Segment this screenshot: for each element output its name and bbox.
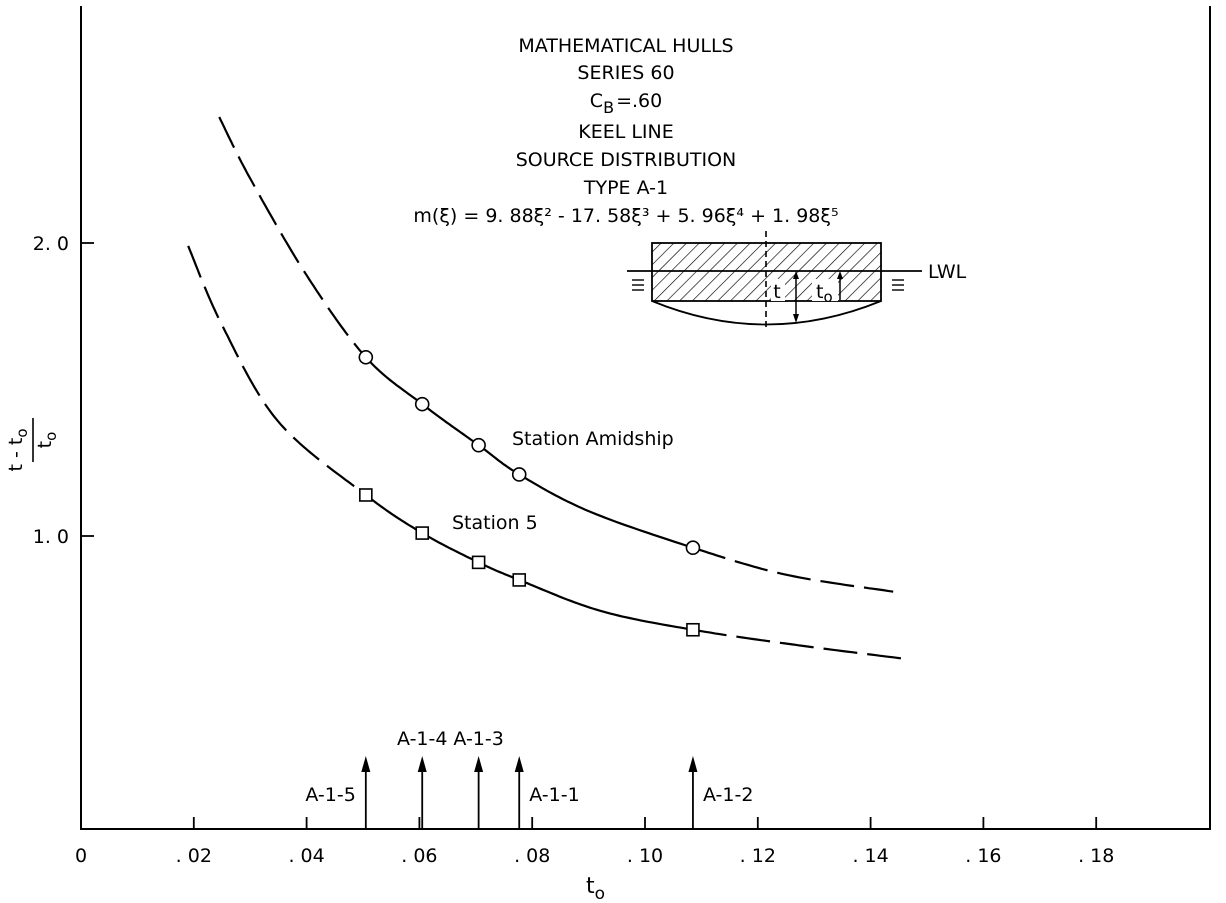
model-arrow-head bbox=[417, 756, 427, 772]
keel-arrow-head bbox=[837, 271, 843, 279]
draft-arrow-head-top bbox=[793, 271, 799, 279]
series-line bbox=[187, 245, 370, 499]
model-arrow-head bbox=[514, 756, 524, 772]
y-axis-ticks: 1. 0 2. 0 bbox=[33, 233, 94, 548]
x-tick-label: . 02 bbox=[176, 845, 212, 867]
series-line bbox=[367, 359, 694, 549]
series-label-station-5: Station 5 bbox=[452, 512, 538, 534]
model-arrow-head bbox=[474, 756, 484, 772]
keel-label-subscript: o bbox=[823, 288, 832, 306]
water-symbol-right bbox=[892, 279, 904, 291]
x-axis-label: to bbox=[586, 874, 605, 903]
model-label: A-1-3 bbox=[453, 728, 503, 750]
data-point bbox=[686, 622, 700, 637]
cb-subscript: B bbox=[603, 98, 614, 117]
cb-symbol: C bbox=[590, 90, 603, 112]
x-tick-label: . 18 bbox=[1078, 845, 1114, 867]
title-line-4: SOURCE DISTRIBUTION bbox=[516, 149, 737, 171]
draft-label: t bbox=[773, 281, 780, 303]
x-tick-label: . 08 bbox=[514, 845, 550, 867]
waterline-label: LWL bbox=[928, 261, 967, 283]
model-label: A-1-5 bbox=[305, 784, 355, 806]
data-point bbox=[415, 526, 430, 540]
series-line bbox=[692, 628, 908, 661]
model-markers: A-1-5 A-1-4 A-1-3 A-1-1 A-1-2 bbox=[305, 728, 753, 829]
keel-label-bg bbox=[812, 279, 838, 301]
keel-label-base: t bbox=[816, 281, 823, 303]
x-axis-label-subscript: o bbox=[595, 884, 605, 903]
draft-label-bg bbox=[771, 279, 785, 301]
title-line-3: KEEL LINE bbox=[578, 121, 674, 143]
y-tick-label: 2. 0 bbox=[33, 233, 69, 255]
x-axis-ticks: 0 . 02 . 04 . 06 . 08 . 10 . 12 . 14 . 16 . 18 bbox=[75, 817, 1114, 867]
data-point bbox=[471, 437, 486, 453]
title-line-1: MATHEMATICAL HULLS bbox=[518, 35, 733, 57]
x-tick-label: 0 bbox=[75, 845, 87, 867]
keel-label: to bbox=[816, 281, 833, 306]
data-point bbox=[471, 555, 486, 570]
draft-arrow-head-bottom bbox=[793, 314, 799, 323]
title-line-5: TYPE A-1 bbox=[583, 177, 668, 199]
model-label: A-1-1 bbox=[529, 784, 579, 806]
y-axis-label: t - to to bbox=[5, 418, 60, 472]
x-tick-label: . 10 bbox=[627, 845, 663, 867]
formula: m(ξ) = 9. 88ξ² - 17. 58ξ³ + 5. 96ξ⁴ + 1.… bbox=[413, 205, 838, 227]
data-point bbox=[414, 396, 430, 412]
x-tick-label: . 04 bbox=[288, 845, 324, 867]
hull-section-inset: t to LWL bbox=[627, 231, 967, 327]
data-point bbox=[511, 467, 527, 482]
data-point bbox=[359, 488, 373, 502]
series-layer bbox=[187, 116, 908, 661]
y-axis-label-numerator: t - to bbox=[5, 428, 31, 471]
series-line bbox=[692, 546, 894, 593]
series-label-station-amidship: Station Amidship bbox=[512, 428, 674, 450]
cb-label: CB =.60 bbox=[590, 90, 662, 117]
model-label: A-1-4 bbox=[397, 728, 447, 750]
series-line bbox=[368, 496, 694, 631]
series-line bbox=[218, 116, 370, 361]
chart-title-block: MATHEMATICAL HULLS SERIES 60 CB =.60 KEEL… bbox=[413, 35, 838, 227]
x-axis-label-base: t bbox=[586, 874, 595, 899]
data-point bbox=[512, 573, 527, 587]
title-line-2: SERIES 60 bbox=[577, 62, 674, 84]
y-axis-label-denominator: to bbox=[34, 432, 60, 449]
x-tick-label: . 14 bbox=[852, 845, 888, 867]
x-tick-label: . 06 bbox=[401, 845, 437, 867]
y-tick-label: 1. 0 bbox=[33, 526, 69, 548]
x-tick-label: . 16 bbox=[965, 845, 1001, 867]
data-point bbox=[358, 349, 374, 365]
data-point bbox=[685, 540, 701, 556]
model-arrow-head bbox=[688, 756, 698, 772]
model-label: A-1-2 bbox=[703, 784, 753, 806]
cb-value: =.60 bbox=[616, 90, 662, 112]
water-symbol-left bbox=[632, 279, 644, 291]
model-arrow-head bbox=[361, 756, 371, 772]
x-tick-label: . 12 bbox=[740, 845, 776, 867]
